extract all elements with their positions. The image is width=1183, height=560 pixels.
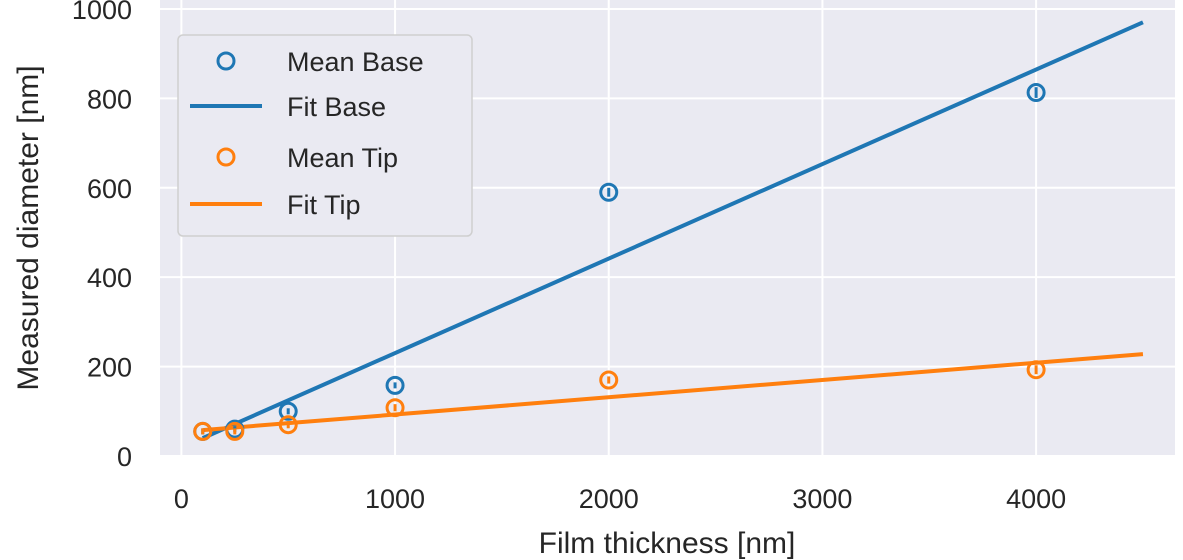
- series-layer: [193, 20, 1144, 441]
- y-tick-label: 600: [87, 174, 132, 204]
- x-tick-label: 2000: [579, 484, 639, 514]
- legend-label-fit-base: Fit Base: [287, 92, 386, 122]
- ticks: 0 1000 2000 3000 4000 0 200 400 600 800 1000: [72, 0, 1066, 514]
- data-point-mean-tip: [278, 415, 298, 435]
- legend-label-mean-base: Mean Base: [287, 47, 424, 77]
- y-tick-label: 1000: [72, 0, 132, 25]
- data-point-mean-tip: [599, 370, 619, 390]
- legend-label-mean-tip: Mean Tip: [287, 143, 398, 173]
- y-tick-label: 200: [87, 353, 132, 383]
- data-point-mean-tip: [385, 398, 405, 418]
- y-tick-label: 400: [87, 263, 132, 293]
- x-tick-label: 3000: [792, 484, 852, 514]
- y-tick-label: 800: [87, 84, 132, 114]
- y-tick-label: 0: [117, 442, 132, 472]
- x-axis-label: Film thickness [nm]: [539, 527, 796, 560]
- data-point-mean-base: [599, 182, 619, 202]
- data-point-mean-tip: [1026, 360, 1046, 380]
- legend-label-fit-tip: Fit Tip: [287, 190, 361, 220]
- series-line-fit-tip: [202, 352, 1144, 433]
- legend-box: [177, 34, 473, 237]
- y-axis-label: Measured diameter [nm]: [12, 65, 45, 390]
- series-line-fit-base: [201, 20, 1144, 440]
- data-point-mean-base: [385, 375, 405, 395]
- x-tick-label: 4000: [1006, 484, 1066, 514]
- legend-marker-mean-tip: [216, 147, 236, 167]
- x-tick-label: 0: [174, 484, 189, 514]
- data-point-mean-tip: [225, 421, 245, 441]
- data-point-mean-tip: [193, 421, 213, 441]
- legend: Mean Base Fit Base Mean Tip Fit Tip: [177, 34, 473, 237]
- data-point-mean-base: [278, 401, 298, 421]
- legend-marker-mean-base: [216, 51, 236, 71]
- x-tick-label: 1000: [365, 484, 425, 514]
- data-point-mean-base: [1026, 83, 1046, 103]
